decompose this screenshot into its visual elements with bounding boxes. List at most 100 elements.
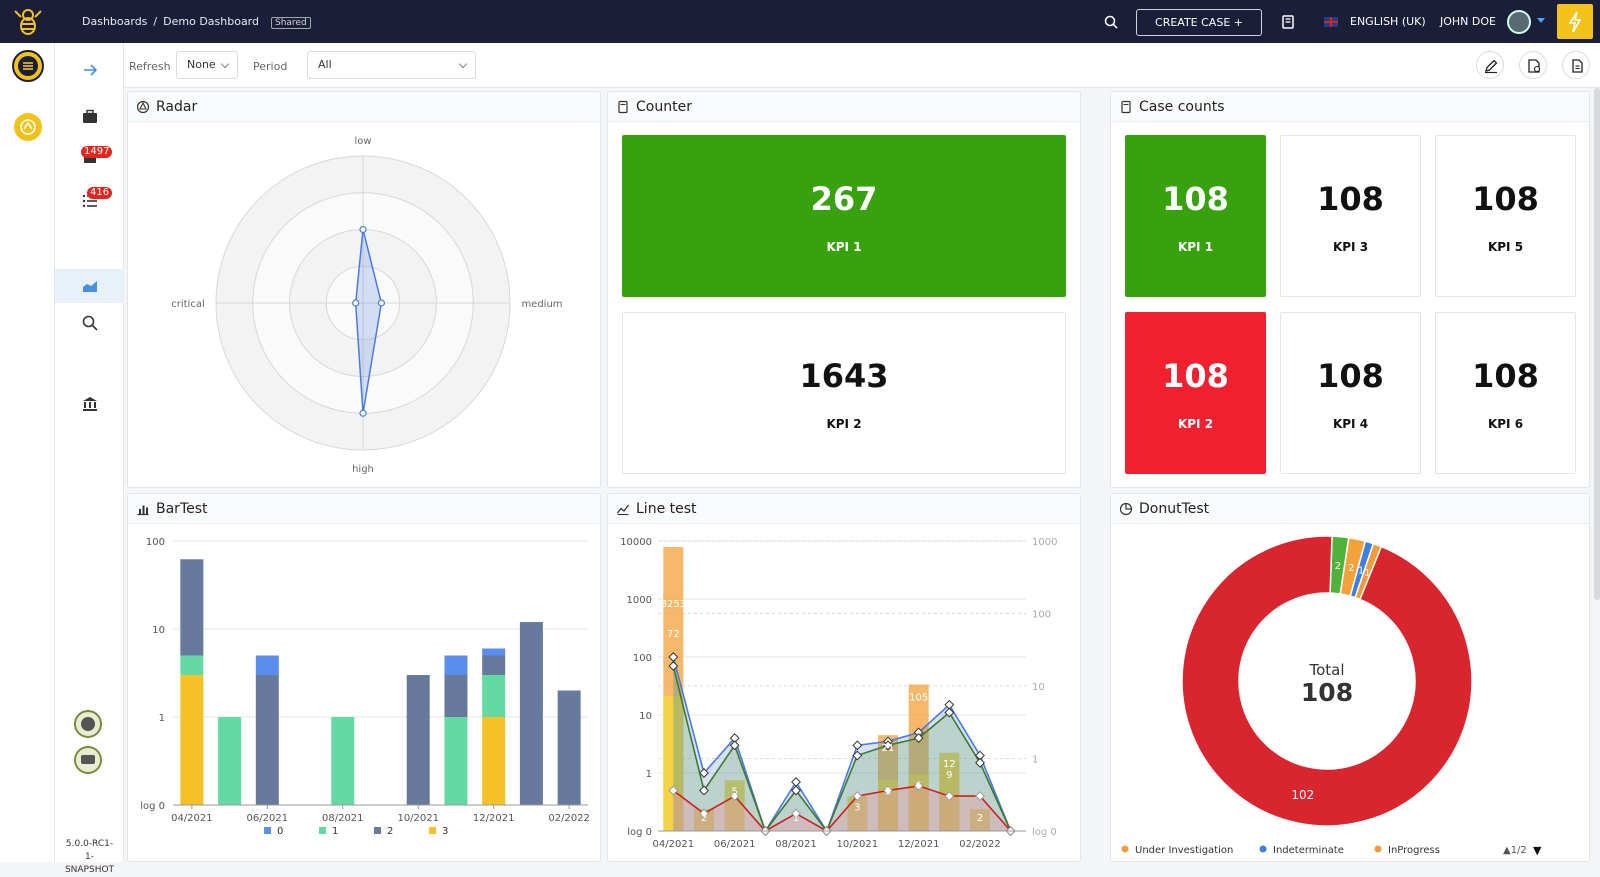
line-point — [975, 750, 985, 761]
bar-legend-swatch — [319, 827, 326, 834]
duplicate-dashboard-button[interactable] — [1519, 51, 1547, 79]
organisation-bank-icon[interactable] — [81, 395, 99, 413]
line-bar-label: 105 — [909, 692, 928, 703]
user-name[interactable]: JOHN DOE — [1440, 15, 1496, 28]
line-bar-yellow — [847, 796, 868, 831]
expand-arrow-icon[interactable] — [81, 61, 99, 79]
chevron-down-icon[interactable] — [1537, 18, 1545, 23]
donut-legend-dot — [1121, 845, 1129, 853]
calculator-icon — [618, 100, 628, 114]
radar-point — [377, 299, 385, 307]
bar-x-tick-label: 04/2021 — [171, 813, 213, 824]
case-kpi-6: 108 KPI 6 — [1435, 312, 1576, 474]
line-y-tick-left: 10 — [639, 711, 652, 722]
chat-button[interactable] — [74, 746, 102, 774]
refresh-value: None — [187, 58, 216, 71]
menu-icon — [18, 56, 38, 76]
org-switcher[interactable] — [12, 50, 44, 82]
case-kpi-value: 108 — [1317, 180, 1384, 218]
cases-briefcase-icon[interactable] — [81, 108, 99, 126]
page-scrollbar[interactable] — [1594, 88, 1600, 600]
breadcrumb-dashboards[interactable]: Dashboards — [82, 15, 148, 28]
search-icon[interactable] — [81, 314, 99, 332]
filter-bar: Refresh None Period All — [124, 43, 1600, 88]
bar-segment — [255, 675, 279, 805]
radar-axis-label: low — [354, 136, 371, 147]
bar-legend-label: 2 — [387, 826, 393, 837]
org-item[interactable] — [14, 113, 42, 141]
radar-axis-label: medium — [521, 299, 562, 310]
period-select[interactable]: All — [307, 51, 476, 79]
create-case-button[interactable]: CREATE CASE + — [1136, 9, 1262, 36]
line-bar-label: 6 — [915, 781, 921, 792]
line-bar-label: 72 — [667, 629, 680, 640]
line-point — [668, 652, 679, 662]
line-bar-label: 2 — [977, 813, 983, 824]
bar-segment — [444, 655, 468, 676]
line-point — [791, 808, 801, 819]
lightning-icon — [1568, 11, 1582, 33]
chevron-down-icon — [220, 59, 230, 69]
bar-legend-swatch — [264, 827, 271, 834]
radar-axis-label: critical — [171, 299, 205, 310]
line-bar-label: 9 — [946, 770, 952, 781]
line-y-tick-left: 1 — [646, 769, 652, 780]
case-kpi-label: KPI 6 — [1487, 417, 1524, 431]
radar-point — [359, 409, 367, 417]
edit-dashboard-button[interactable] — [1476, 51, 1504, 79]
case-kpi-label: KPI 4 — [1332, 417, 1369, 431]
donut-slice-label: 1 — [1364, 568, 1370, 579]
book-icon[interactable] — [1280, 14, 1296, 30]
nav-sidebar: 1497 416 5.0.0-RC1- 1- SNAPSHOT — [55, 43, 124, 875]
line-series-green — [672, 665, 1012, 833]
bee-logo-icon[interactable] — [12, 5, 44, 37]
bar-segment — [482, 717, 506, 805]
refresh-select[interactable]: None — [176, 51, 238, 79]
donut-slice-label: 1 — [1358, 566, 1364, 577]
line-bar-label: 12 — [943, 759, 956, 770]
quick-actions-button[interactable] — [1557, 4, 1593, 39]
avatar[interactable] — [1507, 10, 1531, 34]
line-bar-label: 21 — [882, 743, 895, 754]
bar-x-tick-label: 08/2021 — [322, 813, 364, 824]
line-panel-header: Line test — [608, 494, 1080, 524]
line-series-red — [672, 785, 1012, 833]
bar-segment — [255, 655, 279, 676]
dashboard-chart-icon[interactable] — [81, 277, 99, 295]
pie-chart-icon — [1119, 502, 1133, 516]
case-kpi-5: 108 KPI 5 — [1435, 135, 1576, 297]
bar-y-tick: 100 — [146, 537, 165, 548]
line-y-tick-right: 1 — [1032, 755, 1038, 766]
language-selector[interactable]: ENGLISH (UK) — [1350, 15, 1426, 28]
donut-legend-page: ▲1/2 — [1503, 845, 1527, 856]
line-point — [913, 727, 924, 738]
bar-chart-icon — [137, 505, 149, 516]
case-counts-title: Case counts — [1139, 99, 1225, 115]
export-dashboard-button[interactable] — [1562, 51, 1590, 79]
community-button[interactable] — [74, 710, 102, 738]
bar-legend-label: 1 — [332, 826, 338, 837]
hive-icon — [20, 119, 36, 135]
bar-segment — [180, 675, 204, 805]
radar-point — [352, 299, 360, 307]
donut-legend-dot — [1374, 845, 1382, 853]
donut-slice-label: 102 — [1291, 788, 1314, 802]
search-icon[interactable] — [1103, 14, 1119, 30]
donut-title: DonutTest — [1139, 501, 1210, 517]
period-value: All — [318, 58, 332, 71]
case-kpi-value: 108 — [1162, 357, 1229, 395]
line-series-red-area — [673, 785, 1011, 831]
uk-flag-icon — [1324, 17, 1338, 27]
case-kpi-label: KPI 3 — [1332, 240, 1369, 254]
counter-kpi-value: 1643 — [799, 357, 889, 395]
line-x-tick-label: 12/2021 — [898, 839, 940, 850]
line-bar-label: 3 — [854, 802, 860, 813]
donut-legend-label: InProgress — [1388, 845, 1440, 856]
bar-title: BarTest — [156, 501, 208, 517]
version-line-1: 5.0.0-RC1- — [65, 839, 114, 849]
donut-slice-label: 2 — [1348, 563, 1354, 574]
case-kpi-label: KPI 5 — [1487, 240, 1524, 254]
line-bar-label: 1 — [793, 813, 799, 824]
line-y-tick-left: 100 — [633, 653, 652, 664]
version-label: 5.0.0-RC1- 1- SNAPSHOT — [55, 838, 124, 877]
